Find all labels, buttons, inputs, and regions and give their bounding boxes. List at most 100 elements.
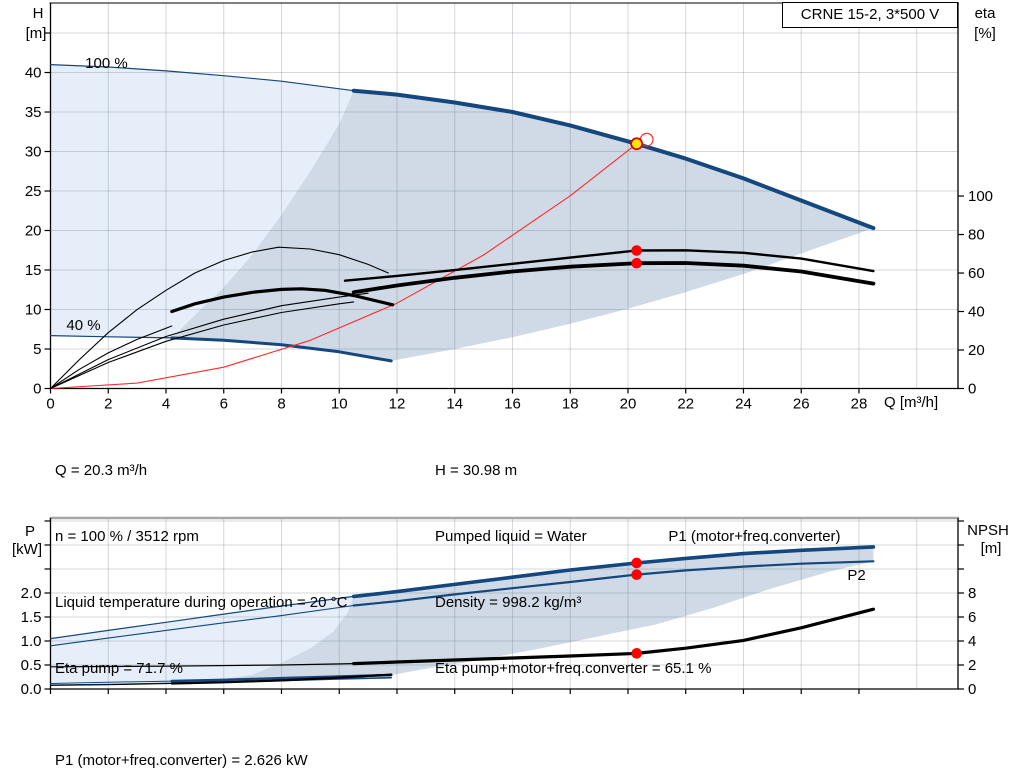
axis-title: [m] [26, 25, 47, 42]
axis-title: H [33, 5, 44, 22]
envelope-pale [50, 64, 354, 338]
p2-curve-100pct-thin [49, 604, 355, 647]
axis-title: eta [975, 5, 997, 22]
curve-label: 100 % [85, 55, 128, 72]
y-tick-label: 0.0 [21, 681, 42, 698]
y2-tick-label: 60 [968, 265, 985, 282]
y2-tick-label: 80 [968, 227, 985, 244]
axis-title: Q [m³/h] [884, 394, 938, 411]
pump-type-badge: CRNE 15-2, 3*500 V [782, 2, 958, 28]
x-tick-label: 20 [620, 396, 637, 413]
y-tick-label: 20 [25, 223, 42, 240]
x-tick-label: 26 [793, 396, 810, 413]
curve-label: 40 % [66, 317, 100, 334]
power-envelope-pale [50, 596, 354, 684]
qh-eta-chart: 0 2 4 6 8 10 12 14 16 18 20 22 24 26 28051015202530354… [25, 2, 997, 413]
speed-text: n = 100 % / 3512 rpm [55, 528, 199, 545]
p1-curve-100pct [351, 545, 876, 599]
head-curve-100pct-thin [49, 63, 355, 92]
eta-pump-100pct [343, 249, 875, 282]
p1-curve-40pct-thin [50, 680, 173, 684]
x-tick-label: 10 [331, 396, 348, 413]
operating-point-dot [631, 245, 642, 256]
x-tick-label: 6 [220, 396, 228, 413]
y-tick-label: 1.0 [21, 633, 42, 650]
operating-point-dot [631, 648, 642, 659]
eta-pump-motor-40pct [170, 287, 395, 314]
x-tick-label: 14 [446, 396, 463, 413]
y-tick-label: 5 [33, 341, 41, 358]
y2-tick-label: 6 [968, 609, 976, 626]
y-tick-label: 10 [25, 302, 42, 319]
x-tick-label: 22 [677, 396, 694, 413]
x-tick-label: 8 [277, 396, 285, 413]
axis-title: [%] [974, 25, 996, 42]
y-tick-label: 40 [25, 65, 42, 82]
eta-pump-text: Eta pump = 71.7 % [55, 660, 183, 677]
curve-label: P1 (motor+freq.converter) [668, 528, 840, 545]
operating-point-dot [631, 557, 642, 569]
liquid-temp-text: Liquid temperature during operation = 20… [55, 594, 348, 611]
y-tick-label: 2.0 [21, 585, 42, 602]
x-tick-label: 24 [735, 396, 752, 413]
x-tick-label: 12 [389, 396, 406, 413]
head-curve-40pct [170, 336, 393, 363]
npsh-curve-40pct-thin [50, 683, 173, 686]
power-duty-area-dark [171, 546, 874, 682]
npsh-curve-thin [49, 662, 355, 668]
y2-tick-label: 0 [968, 381, 976, 398]
y2-tick-label: 0 [968, 681, 976, 698]
eta-pump-motor-freq-100pct-thin [49, 301, 355, 390]
control-curve [49, 143, 638, 390]
y-tick-label: 0.5 [21, 657, 42, 674]
curve-label: P2 [847, 567, 865, 584]
y-tick-label: 0 [33, 381, 41, 398]
y-tick-label: 35 [25, 104, 42, 121]
npsh-curve [352, 607, 876, 666]
p1-value-text: P1 (motor+freq.converter) = 2.626 kW [55, 752, 308, 769]
head-curve-40pct-thin [49, 335, 173, 339]
density-text: Density = 998.2 kg/m³ [435, 594, 582, 611]
x-tick-label: 18 [562, 396, 579, 413]
axis-title: [m] [981, 540, 1002, 557]
eta-pump-motor-40pct-thin [49, 325, 173, 390]
power-npsh-chart: 0.0 0.5 1.0 1.5 2.0 0 2 4 6 8 P[kW] NPSH[m] P1 (moto… [12, 516, 1009, 698]
duty-result-block-right: H = 30.98 m Pumped liquid = Water Densit… [435, 416, 711, 724]
power-result-block: P1 (motor+freq.converter) = 2.626 kW P2 … [55, 700, 308, 781]
x-tick-label: 4 [162, 396, 170, 413]
npsh-curve-40pct [170, 673, 393, 685]
y2-tick-label: 8 [968, 585, 976, 602]
y2-tick-label: 2 [968, 657, 976, 674]
x-tick-label: 2 [104, 396, 112, 413]
x-tick-label: 28 [851, 396, 868, 413]
duty-flow-text: Q = 20.3 m³/h [55, 462, 148, 479]
y2-tick-label: 20 [968, 342, 985, 359]
x-tick-label: 0 [46, 396, 54, 413]
y-tick-label: 15 [25, 262, 42, 279]
head-curve-100pct [351, 88, 876, 231]
axis-title: [kW] [12, 541, 42, 558]
eta-pump-100pct-thin [49, 292, 369, 390]
eta-pump-40pct [49, 246, 389, 390]
y-tick-label: 1.5 [21, 609, 42, 626]
pumped-liquid-text: Pumped liquid = Water [435, 528, 587, 545]
axis-title: P [25, 523, 35, 540]
operating-point-dot [631, 569, 642, 580]
y-tick-label: 30 [25, 144, 42, 161]
y2-tick-label: 40 [968, 304, 985, 321]
eta-total-text: Eta pump+motor+freq.converter = 65.1 % [435, 660, 712, 677]
eta-pump-motor-freq-100pct [351, 261, 876, 295]
duty-point-marker [630, 137, 644, 151]
p2-curve-100pct [352, 560, 875, 607]
p1-curve-100pct-thin [49, 595, 355, 640]
x-tick-label: 16 [504, 396, 521, 413]
axis-title: NPSH [967, 522, 1009, 539]
y2-tick-label: 4 [968, 633, 976, 650]
operating-point-dot [631, 257, 642, 269]
duty-head-text: H = 30.98 m [435, 462, 518, 479]
duty-result-block-left: Q = 20.3 m³/h n = 100 % / 3512 rpm Liqui… [55, 416, 347, 724]
y2-tick-label: 100 [968, 188, 993, 205]
y-tick-label: 25 [25, 183, 42, 200]
